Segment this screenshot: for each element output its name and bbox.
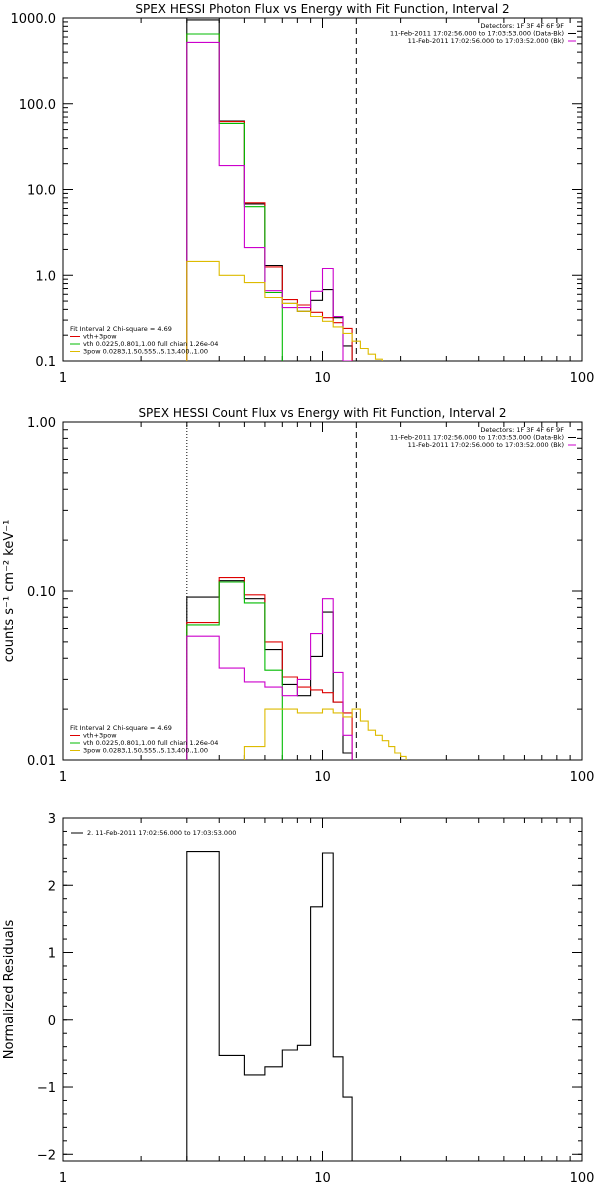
x-tick-label: 1	[59, 1171, 67, 1186]
x-tick-label: 10	[314, 770, 331, 785]
fit-legend-text: vth+3pow	[83, 732, 117, 740]
series-data-bk	[186, 19, 353, 361]
panel-2: SPEX HESSI Count Flux vs Energy with Fit…	[2, 406, 595, 785]
y-tick-label: 10.0	[27, 184, 56, 199]
series-3pow	[186, 260, 383, 361]
series-vth-3pow	[186, 577, 353, 760]
panel-1: SPEX HESSI Photon Flux vs Energy with Fi…	[11, 2, 595, 386]
y-tick-label: 0	[48, 1014, 56, 1029]
residual-legend-text: 2. 11-Feb-2011 17:02:56.000 to 17:03:53.…	[87, 829, 236, 837]
fit-legend-text: 3pow 0.0283,1.50,555.,5.13,400.,1.00	[83, 747, 208, 755]
y-axis-label: Normalized Residuals	[2, 920, 17, 1060]
series-vth	[186, 581, 283, 760]
y-tick-label: 2	[48, 879, 56, 894]
top-legend-text: 11-Feb-2011 17:02:56.000 to 17:03:53.000…	[390, 434, 564, 442]
x-tick-label: 100	[570, 770, 595, 785]
x-tick-label: 1	[59, 371, 67, 386]
y-tick-label: 1000.0	[11, 12, 57, 27]
y-tick-label: 100.0	[19, 98, 56, 113]
y-tick-label: −1	[37, 1081, 56, 1096]
series-bk	[186, 598, 353, 760]
fit-legend-text: vth 0.0225,0.801,1.00 full chian 1.26e-0…	[83, 739, 218, 747]
x-tick-label: 10	[314, 1171, 331, 1186]
x-tick-label: 10	[314, 371, 331, 386]
series-data-bk	[186, 580, 353, 760]
y-tick-label: 0.1	[35, 355, 56, 370]
fit-legend-text: 3pow 0.0283,1.50,555.,5.13,400.,1.00	[83, 348, 208, 356]
x-tick-label: 100	[570, 1171, 595, 1186]
plot-frame	[62, 17, 583, 362]
y-tick-label: 0.10	[27, 585, 56, 600]
chart-title: SPEX HESSI Count Flux vs Energy with Fit…	[138, 406, 506, 420]
chart-title: SPEX HESSI Photon Flux vs Energy with Fi…	[135, 2, 509, 16]
y-tick-label: −2	[37, 1148, 56, 1163]
y-tick-label: 3	[48, 812, 56, 827]
top-legend-text: Detectors: 1F 3F 4F 6F 9F	[480, 22, 564, 30]
y-tick-label: 1.0	[35, 269, 56, 284]
top-legend-text: 11-Feb-2011 17:02:56.000 to 17:03:52.000…	[408, 37, 564, 45]
top-legend-text: 11-Feb-2011 17:02:56.000 to 17:03:52.000…	[408, 441, 564, 449]
series-residuals	[186, 851, 353, 1161]
panel-3: Normalized Residuals 1 10 100 −2 −1 0 1 2 3 2. 11-…	[2, 812, 594, 1186]
fit-legend-text: Fit Interval 2 Chi-square = 4.69	[70, 325, 172, 333]
fit-legend-text: vth 0.0225,0.801,1.00 full chian 1.26e-0…	[83, 340, 218, 348]
series-3pow	[243, 708, 407, 760]
top-legend-text: Detectors: 1F 3F 4F 6F 9F	[480, 426, 564, 434]
x-tick-label: 100	[570, 371, 595, 386]
x-tick-label: 1	[59, 770, 67, 785]
y-tick-label: 0.01	[27, 754, 56, 769]
series-vth-3pow	[186, 33, 353, 361]
y-axis-label: counts s⁻¹ cm⁻² keV⁻¹	[2, 520, 17, 663]
y-tick-label: 1	[48, 947, 56, 962]
series-vth	[186, 33, 283, 361]
fit-legend-text: vth+3pow	[83, 333, 117, 341]
top-legend-text: 11-Feb-2011 17:02:56.000 to 17:03:53.000…	[390, 30, 564, 38]
y-tick-label: 1.00	[27, 416, 56, 431]
fit-legend-text: Fit Interval 2 Chi-square = 4.69	[70, 724, 172, 732]
